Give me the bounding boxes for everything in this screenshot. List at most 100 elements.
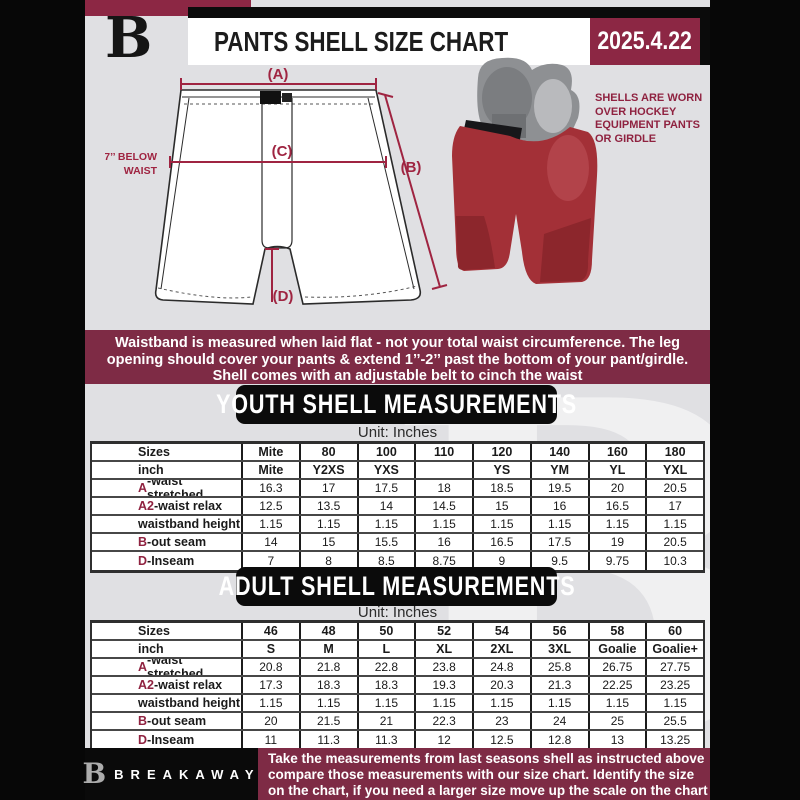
dim-label-d: (D): [273, 288, 294, 305]
table-cell: 13.5: [301, 498, 359, 514]
table-cell: 11.3: [359, 731, 417, 748]
row-label: A2 -waist relax: [92, 677, 243, 693]
table-row: B -out seam 20 21.5 21 22.3 23 24 25 25.5: [92, 713, 703, 731]
table-cell: [416, 462, 474, 478]
footer-line: compare those measurements with our size…: [268, 767, 695, 782]
table-cell: 13: [590, 731, 648, 748]
table-row: inch S M L XL 2XL 3XL Goalie Goalie+: [92, 641, 703, 659]
row-label: waistband height: [92, 695, 243, 711]
table-cell: 100: [359, 444, 417, 460]
breakaway-footer-logo-icon: B: [82, 757, 107, 790]
belt-buckle-icon: [260, 91, 281, 104]
table-cell: 9.5: [532, 552, 590, 570]
table-cell: 19: [590, 534, 648, 550]
table-cell: 17: [668, 499, 682, 513]
table-cell: 9.75: [590, 552, 648, 570]
adult-unit-label: Unit: Inches: [357, 604, 438, 621]
table-cell: 18.3: [359, 677, 417, 693]
table-row: A -waist stretched 20.8 21.8 22.8 23.8 24.8 25.…: [92, 659, 703, 677]
table-cell: 14.5: [416, 498, 474, 514]
table-cell: 16: [416, 534, 474, 550]
table-cell: 1.15: [243, 695, 301, 711]
table-cell: 140: [532, 444, 590, 460]
breakaway-logo-icon: B: [105, 5, 153, 71]
table-cell: 17.3: [243, 677, 301, 693]
dim-line-a: [180, 78, 377, 90]
table-cell: 15: [301, 534, 359, 550]
table-row: A2 -waist relax 12.5 13.5 14 14.5 15 16 16.5 17: [92, 498, 703, 516]
row-label: A -waist stretched: [92, 659, 243, 675]
table-cell: 21.5: [301, 713, 359, 729]
table-cell: 1.15: [590, 516, 648, 532]
table-cell: 1.15: [532, 695, 590, 711]
table-cell: 24: [532, 713, 590, 729]
measurement-letter: A2: [138, 678, 154, 692]
table-cell: 8.75: [416, 552, 474, 570]
right-side-seam: [367, 97, 415, 290]
shell-left-leg-shade: [456, 216, 495, 270]
table-cell: YS: [474, 462, 532, 478]
table-row: D -Inseam 11 11.3 11.3 12 12.5 12.8 13 13.25: [92, 731, 703, 748]
table-row: Sizes Mite 80 100 110 120 140 160 180: [92, 444, 703, 462]
footer-line: Take the measurements from last seasons …: [268, 751, 705, 766]
table-cell: 180: [664, 445, 686, 459]
table-cell: 1.15: [474, 695, 532, 711]
adult-section-banner: ADULT SHELL MEASUREMENTS: [218, 567, 574, 606]
measurement-letter: B: [138, 535, 148, 549]
table-cell: 54: [474, 623, 532, 639]
table-cell: 19.5: [532, 480, 590, 496]
table-row: Sizes 46 48 50 52 54 56 58 60: [92, 623, 703, 641]
table-cell: 1.15: [243, 516, 301, 532]
table-cell: 15.5: [359, 534, 417, 550]
table-cell: 27.75: [660, 660, 691, 674]
table-cell: 23.8: [416, 659, 474, 675]
table-cell: 24.8: [474, 659, 532, 675]
table-cell: 14: [243, 534, 301, 550]
table-cell: 160: [590, 444, 648, 460]
date-badge: 2025.4.22: [590, 18, 700, 65]
table-cell: 21: [359, 713, 417, 729]
row-label: D -Inseam: [92, 731, 243, 748]
photo-caption: SHELLS ARE WORN OVER HOCKEY EQUIPMENT PA…: [595, 92, 703, 145]
dim-label-c: (C): [272, 143, 293, 160]
notice-line: Shell comes with an adjustable belt to c…: [212, 368, 583, 384]
shell-right-leg-shade: [540, 218, 591, 282]
table-cell: L: [359, 641, 417, 657]
waist-note-line2: WAIST: [124, 165, 158, 177]
table-cell: Goalie: [590, 641, 648, 657]
footer-line: on the chart, if you need a larger size …: [268, 783, 708, 798]
table-cell: 16.5: [590, 498, 648, 514]
table-cell: 16: [532, 498, 590, 514]
date-text: 2025.4.22: [597, 27, 693, 55]
table-cell: 52: [416, 623, 474, 639]
table-cell: 110: [416, 444, 474, 460]
adult-section-title: ADULT SHELL MEASUREMENTS: [218, 571, 575, 601]
table-cell: 7: [243, 552, 301, 570]
table-cell: 3XL: [532, 641, 590, 657]
table-cell: 58: [590, 623, 648, 639]
youth-section-banner: YOUTH SHELL MEASUREMENTS: [216, 385, 576, 424]
shorts-outline: [154, 89, 422, 305]
shell-highlight: [547, 135, 589, 201]
table-cell: YM: [532, 462, 590, 478]
table-cell: 16.3: [243, 480, 301, 496]
table-cell: 8: [301, 552, 359, 570]
table-cell: 50: [359, 623, 417, 639]
flyer-page: B B PANTS SHELL SIZE CHART 2025.4.22 (A)…: [85, 0, 710, 748]
table-cell: 21.8: [301, 659, 359, 675]
table-cell: 1.15: [663, 696, 687, 710]
table-cell: Mite: [243, 462, 301, 478]
row-label: B -out seam: [92, 713, 243, 729]
table-cell: 1.15: [301, 516, 359, 532]
table-cell: 22.3: [416, 713, 474, 729]
row-label: Sizes: [92, 444, 243, 460]
table-cell: 20.3: [474, 677, 532, 693]
table-cell: M: [301, 641, 359, 657]
table-cell: 56: [532, 623, 590, 639]
row-label: D -Inseam: [92, 552, 243, 570]
table-cell: 20: [590, 480, 648, 496]
page-title: PANTS SHELL SIZE CHART: [214, 25, 509, 57]
table-cell: 13.25: [660, 733, 691, 747]
table-cell: YXS: [359, 462, 417, 478]
